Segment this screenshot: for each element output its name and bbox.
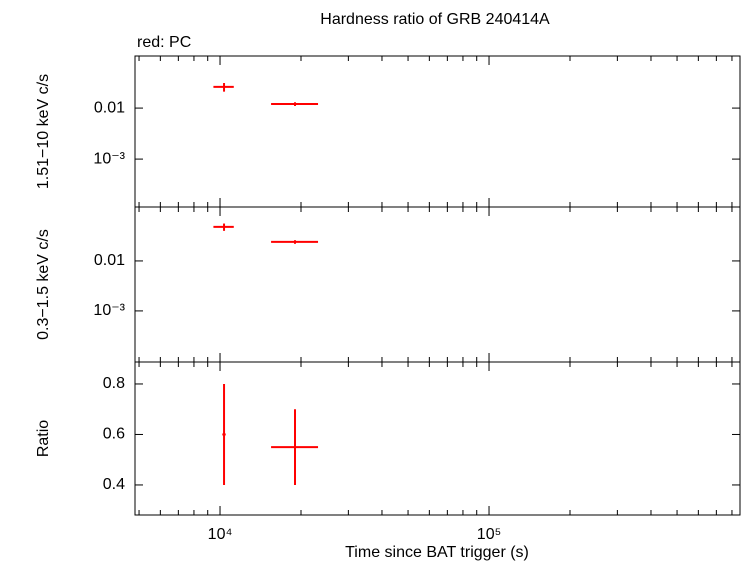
plot-frame	[134, 55, 741, 208]
annotation: red: PC	[137, 34, 191, 51]
y-tick-label: 0.8	[103, 375, 125, 392]
y-axis-label: 0.3−1.5 keV c/s	[35, 229, 52, 340]
x-tick-label: 10⁴	[208, 526, 233, 543]
y-axis-label: Ratio	[35, 420, 52, 457]
y-tick-label: 0.6	[103, 426, 125, 443]
y-axis-label: 1.51−10 keV c/s	[35, 74, 52, 189]
y-tick-label: 10⁻³	[93, 302, 125, 319]
plot-frame	[134, 206, 741, 363]
y-tick-label: 10⁻³	[93, 150, 125, 167]
x-tick-label: 10⁵	[477, 526, 501, 543]
x-axis-label: Time since BAT trigger (s)	[345, 544, 529, 561]
y-tick-label: 0.4	[103, 476, 125, 493]
y-tick-label: 0.01	[94, 252, 125, 269]
y-tick-label: 0.01	[94, 99, 125, 116]
plot-frame	[134, 361, 741, 516]
chart-title: Hardness ratio of GRB 240414A	[320, 11, 550, 28]
